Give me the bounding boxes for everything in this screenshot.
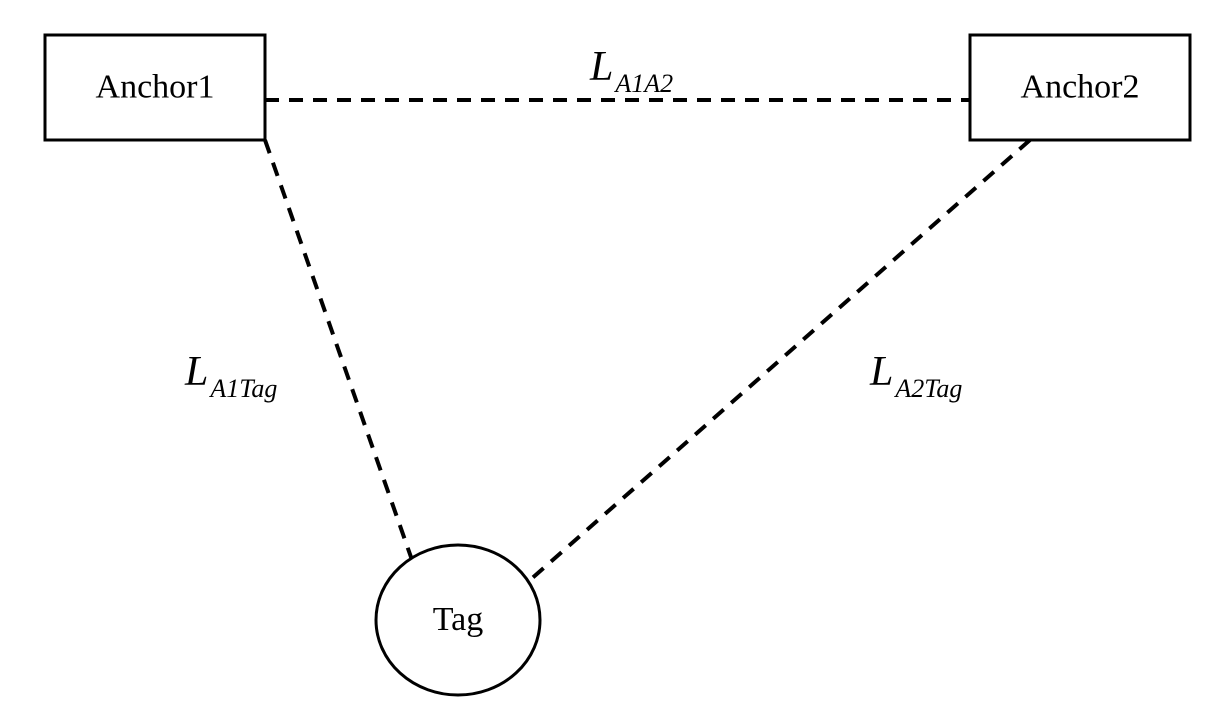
label-a1a2: LA1A2 (589, 44, 673, 98)
anchor1-label: Anchor1 (96, 68, 215, 105)
edge-a2tag (530, 140, 1030, 580)
label-a1a2-sub: A1A2 (613, 69, 673, 98)
label-a2tag-sub: A2Tag (893, 374, 962, 403)
label-a1tag: LA1Tag (184, 349, 277, 403)
anchor2-label: Anchor2 (1021, 68, 1140, 105)
label-a1tag-sub: A1Tag (208, 374, 277, 403)
edge-a1tag (265, 140, 412, 560)
diagram-canvas: Anchor1 Anchor2 Tag LA1A2 LA1Tag LA2Tag (0, 0, 1230, 713)
edge-line-a1tag (265, 140, 412, 560)
label-a1a2-L: L (589, 44, 613, 90)
tag-label: Tag (433, 601, 484, 638)
label-a2tag: LA2Tag (869, 349, 962, 403)
node-anchor1: Anchor1 (45, 35, 265, 140)
node-tag: Tag (376, 545, 540, 695)
node-anchor2: Anchor2 (970, 35, 1190, 140)
label-a1tag-L: L (184, 349, 208, 395)
label-a2tag-L: L (869, 349, 893, 395)
edge-line-a2tag (530, 140, 1030, 580)
